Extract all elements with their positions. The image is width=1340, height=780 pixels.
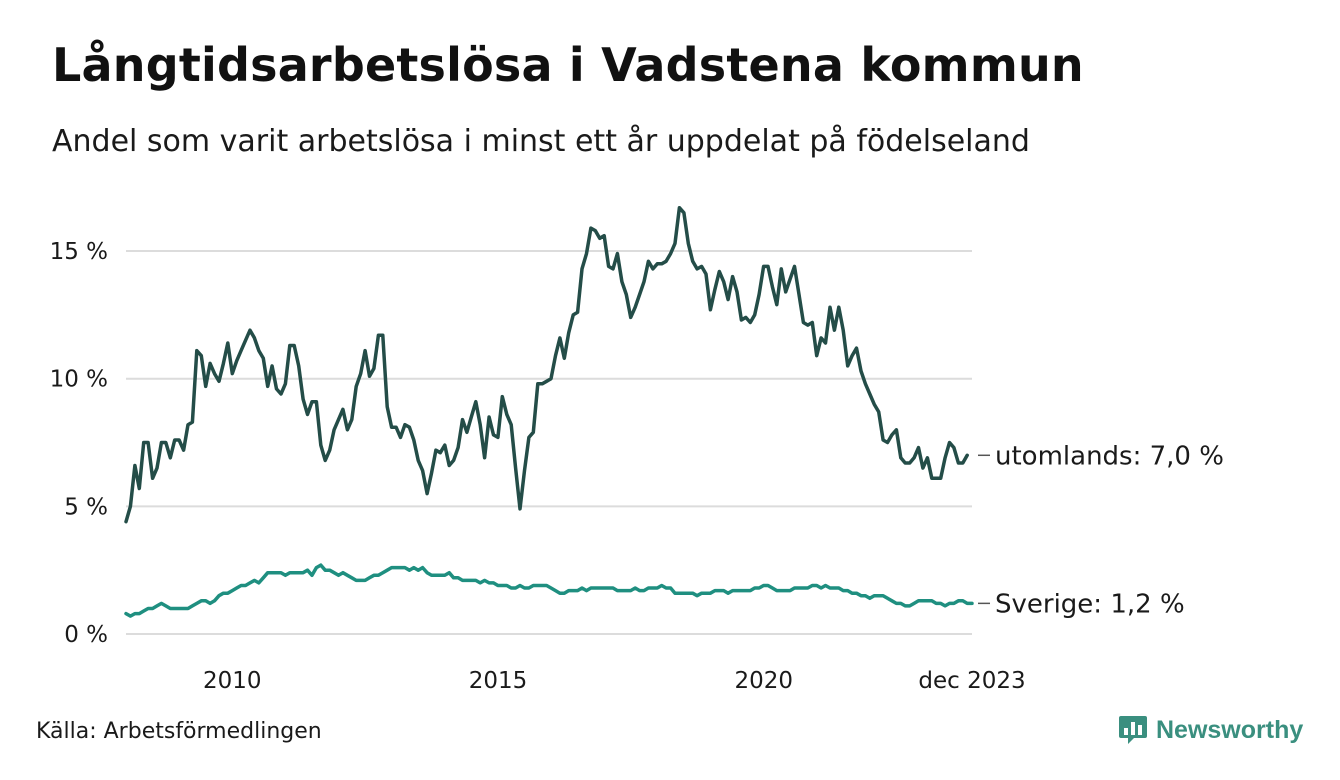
chart-title: Långtidsarbetslösa i Vadstena kommun bbox=[52, 38, 1084, 92]
gridlines bbox=[126, 250, 972, 635]
y-axis-ticks: 0 % 5 % 10 % 15 % bbox=[50, 239, 108, 648]
brand-name: Newsworthy bbox=[1156, 715, 1304, 744]
source-note: Källa: Arbetsförmedlingen bbox=[36, 719, 322, 744]
end-label-utomlands: utomlands: 7,0 % bbox=[995, 441, 1224, 471]
series-line-sverige bbox=[124, 563, 974, 618]
series-line-utomlands bbox=[124, 205, 969, 524]
y-tick-label: 0 % bbox=[64, 622, 108, 648]
x-tick-label: 2010 bbox=[203, 668, 262, 694]
y-tick-label: 15 % bbox=[50, 239, 108, 265]
chart-subtitle: Andel som varit arbetslösa i minst ett å… bbox=[52, 124, 1030, 159]
x-tick-label: 2015 bbox=[469, 668, 528, 694]
x-tick-label: dec 2023 bbox=[918, 668, 1025, 694]
x-tick-label: 2020 bbox=[735, 668, 794, 694]
series-end-labels: utomlands: 7,0 % Sverige: 1,2 % bbox=[978, 441, 1224, 619]
brand-logo: Newsworthy bbox=[1118, 714, 1303, 746]
end-label-sverige: Sverige: 1,2 % bbox=[995, 589, 1185, 619]
series-lines bbox=[124, 205, 974, 618]
newsworthy-logo-icon bbox=[1119, 716, 1147, 744]
x-axis-ticks: 2010 2015 2020 dec 2023 bbox=[203, 668, 1026, 694]
y-tick-label: 5 % bbox=[64, 494, 108, 520]
y-tick-label: 10 % bbox=[50, 367, 108, 393]
